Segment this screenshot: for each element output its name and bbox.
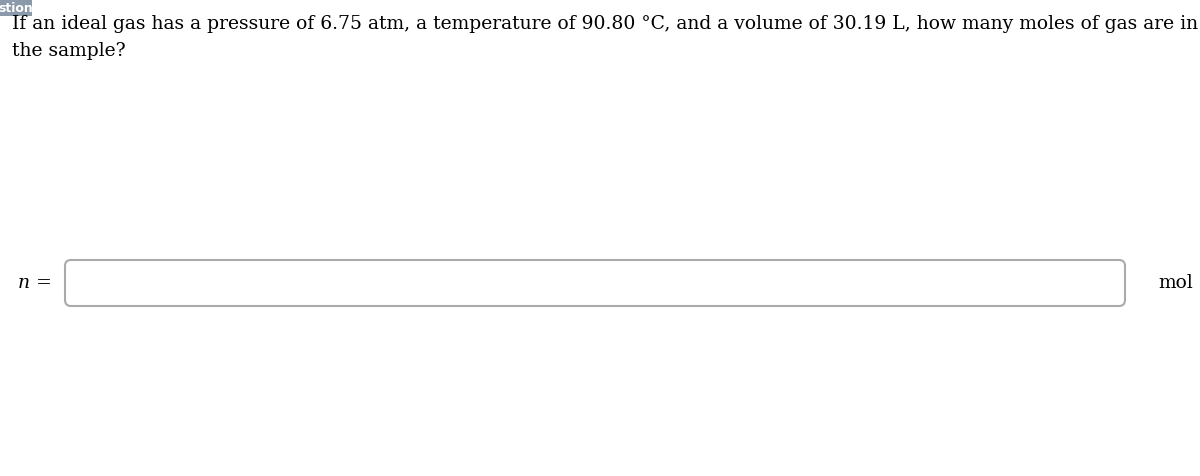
Text: n =: n = (18, 274, 52, 292)
Text: the sample?: the sample? (12, 42, 126, 60)
Text: stion: stion (0, 1, 34, 14)
FancyBboxPatch shape (65, 260, 1126, 306)
Text: mol: mol (1158, 274, 1193, 292)
Text: If an ideal gas has a pressure of 6.75 atm, a temperature of 90.80 °C, and a vol: If an ideal gas has a pressure of 6.75 a… (12, 15, 1198, 33)
FancyBboxPatch shape (0, 0, 32, 16)
